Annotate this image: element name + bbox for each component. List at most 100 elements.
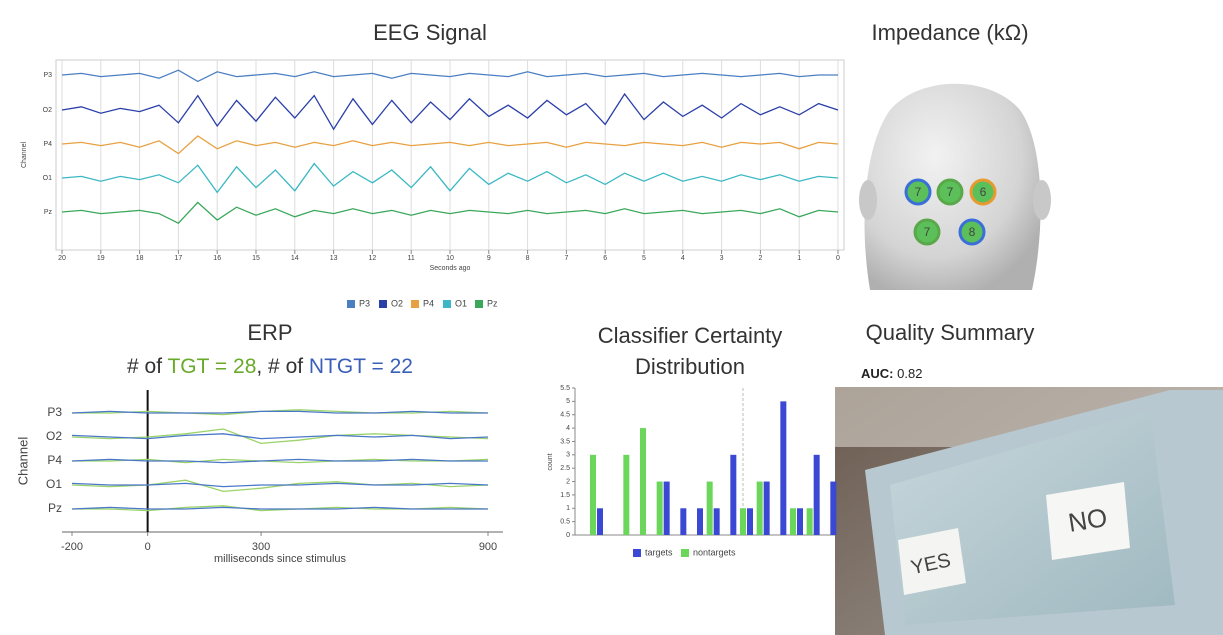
x-tick-label: 5	[642, 255, 646, 262]
electrode-value: 8	[969, 225, 976, 239]
erp-subtitle: # of TGT = 28, # of NTGT = 22	[70, 355, 470, 379]
legend-label: P3	[359, 298, 370, 308]
legend-swatch	[347, 300, 355, 308]
legend-swatch	[443, 300, 451, 308]
legend-label: P4	[423, 298, 434, 308]
x-tick-label: 17	[175, 255, 183, 262]
bar	[664, 482, 670, 535]
bar	[730, 455, 736, 535]
x-tick-label: 300	[252, 541, 270, 553]
y-tick-label: 5.5	[560, 385, 570, 392]
y-tick-label: 3.5	[560, 438, 570, 445]
x-tick-label: 10	[446, 255, 454, 262]
bar	[714, 508, 720, 535]
auc-label: AUC:	[861, 366, 894, 381]
x-tick-label: 16	[213, 255, 221, 262]
legend-swatch	[681, 549, 689, 557]
subtitle-part: NTGT = 22	[309, 355, 413, 378]
x-tick-label: 0	[145, 541, 151, 553]
bar	[757, 482, 763, 535]
bar	[780, 401, 786, 535]
x-tick-label: 6	[603, 255, 607, 262]
x-tick-label: 900	[479, 541, 497, 553]
bar	[697, 508, 703, 535]
legend-label: O1	[455, 298, 467, 308]
y-tick-label: P3	[43, 72, 52, 79]
quality-title: Quality Summary	[830, 320, 1070, 346]
bar	[657, 482, 663, 535]
y-tick-label: 2.5	[560, 465, 570, 472]
bar	[790, 508, 796, 535]
classifier-title: Classifier Certainty Distribution	[570, 320, 810, 382]
x-axis-label: Seconds ago	[430, 265, 471, 272]
legend-swatch	[633, 549, 641, 557]
legend-swatch	[379, 300, 387, 308]
bar	[707, 482, 713, 535]
y-axis-label: count	[547, 453, 554, 470]
y-tick-label: P3	[47, 405, 62, 419]
x-tick-label: 1	[797, 255, 801, 262]
bar	[740, 508, 746, 535]
y-tick-label: 3	[566, 452, 570, 459]
y-axis-label: Channel	[21, 142, 28, 169]
x-tick-label: 11	[408, 255, 415, 262]
bar	[747, 508, 753, 535]
y-tick-label: P4	[43, 141, 52, 148]
x-axis-label: milliseconds since stimulus	[214, 553, 347, 565]
bar	[640, 428, 646, 535]
legend-swatch	[475, 300, 483, 308]
legend-label: O2	[391, 298, 403, 308]
legend-swatch	[411, 300, 419, 308]
bar	[623, 455, 629, 535]
trace	[72, 434, 488, 439]
y-tick-label: 1.5	[560, 492, 570, 499]
y-tick-label: 0	[566, 532, 570, 539]
x-tick-label: 15	[252, 255, 260, 262]
x-tick-label: 19	[97, 255, 105, 262]
x-tick-label: 2	[758, 255, 762, 262]
subtitle-part: , # of	[256, 355, 309, 378]
electrode-value: 6	[980, 185, 987, 199]
electrode-value: 7	[947, 185, 954, 199]
x-tick-label: 14	[291, 255, 299, 262]
electrode-value: 7	[924, 225, 931, 239]
subtitle-part: # of	[127, 355, 167, 378]
y-tick-label: O2	[46, 429, 62, 443]
y-tick-label: 4	[566, 425, 570, 432]
y-tick-label: Pz	[48, 501, 62, 515]
x-tick-label: 4	[681, 255, 685, 262]
x-tick-label: 12	[369, 255, 377, 262]
y-tick-label: P4	[47, 453, 62, 467]
photo	[835, 387, 1223, 635]
trace	[72, 480, 488, 491]
bar	[807, 508, 813, 535]
x-tick-label: 9	[487, 255, 491, 262]
y-tick-label: 2	[566, 478, 570, 485]
auc-value: 0.82	[897, 366, 922, 381]
x-tick-label: 8	[526, 255, 530, 262]
x-tick-label: 13	[330, 255, 338, 262]
screen-label: NO	[1066, 502, 1109, 538]
bar	[597, 508, 603, 535]
y-tick-label: 1	[566, 505, 570, 512]
bar	[830, 482, 836, 535]
y-axis-label: Channel	[15, 437, 30, 486]
y-tick-label: Pz	[44, 209, 53, 216]
y-tick-label: O2	[43, 107, 52, 114]
electrode-value: 7	[915, 185, 922, 199]
x-tick-label: 3	[720, 255, 724, 262]
x-tick-label: -200	[61, 541, 83, 553]
y-tick-label: 5	[566, 398, 570, 405]
impedance-title: Impedance (kΩ)	[830, 20, 1070, 46]
canvas: 20191817161514131211109876543210Seconds …	[0, 0, 1223, 635]
bar	[764, 482, 770, 535]
x-tick-label: 7	[564, 255, 568, 262]
y-tick-label: 0.5	[560, 518, 570, 525]
x-tick-label: 18	[136, 255, 144, 262]
erp-title: ERP	[170, 320, 370, 346]
legend-label: Pz	[487, 298, 498, 308]
bar	[590, 455, 596, 535]
y-tick-label: O1	[43, 175, 52, 182]
bar	[814, 455, 820, 535]
x-tick-label: 20	[58, 255, 66, 262]
